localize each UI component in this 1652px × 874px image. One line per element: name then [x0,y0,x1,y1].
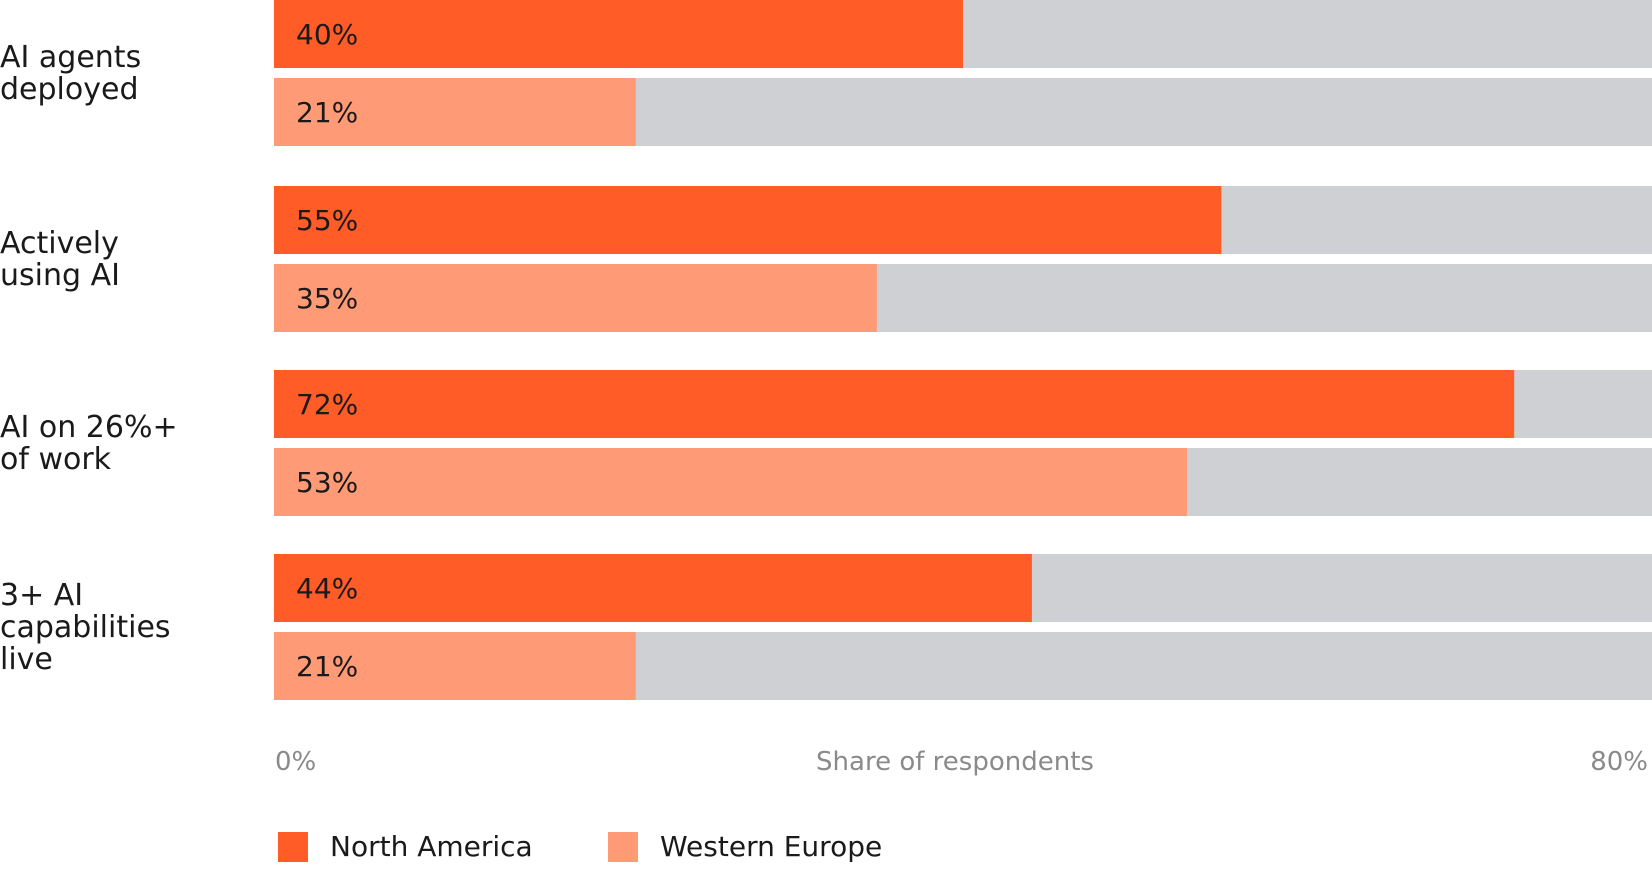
category-label: AI agents deployed [0,40,141,107]
legend-swatch-western-europe [608,832,638,862]
legend-label-north-america: North America [330,830,533,863]
bar-western-europe [274,632,636,700]
bar-north-america [274,186,1222,254]
legend: North America Western Europe [278,830,882,863]
bar-value-label: 44% [296,572,358,605]
bar-value-label: 72% [296,388,358,421]
bar-value-label: 40% [296,18,358,51]
bar-value-label: 21% [296,650,358,683]
category-label-line: of work [0,442,112,477]
bars-layer: 40% 21% 55% 35% 72% 53% 44% 21% [274,0,1652,700]
category-label: Actively using AI [0,226,120,293]
category-label-line: AI agents [0,40,141,75]
category-label-line: 3+ AI [0,578,83,613]
bar-value-label: 21% [296,96,358,129]
category-label-line: capabilities [0,610,171,645]
category-label: AI on 26%+ of work [0,410,178,477]
bar-western-europe [274,264,877,332]
x-tick-label-min: 0% [275,747,316,777]
category-label-line: AI on 26%+ [0,410,178,445]
bar-western-europe [274,78,636,146]
x-tick-label-max: 80% [1590,747,1648,777]
x-axis: 0% Share of respondents 80% [275,747,1648,777]
x-axis-title: Share of respondents [816,747,1094,777]
category-label: 3+ AI capabilities live [0,578,171,677]
bar-north-america [274,0,963,68]
bar-value-label: 53% [296,466,358,499]
bar-north-america [274,554,1032,622]
category-label-line: Actively [0,226,119,261]
category-labels: AI agents deployed Actively using AI AI on 2… [0,40,178,677]
legend-swatch-north-america [278,832,308,862]
legend-label-western-europe: Western Europe [660,830,882,863]
category-label-line: live [0,642,53,677]
bar-value-label: 35% [296,282,358,315]
bar-western-europe [274,448,1187,516]
category-label-line: using AI [0,258,120,293]
bar-north-america [274,370,1515,438]
bar-value-label: 55% [296,204,358,237]
category-label-line: deployed [0,72,139,107]
